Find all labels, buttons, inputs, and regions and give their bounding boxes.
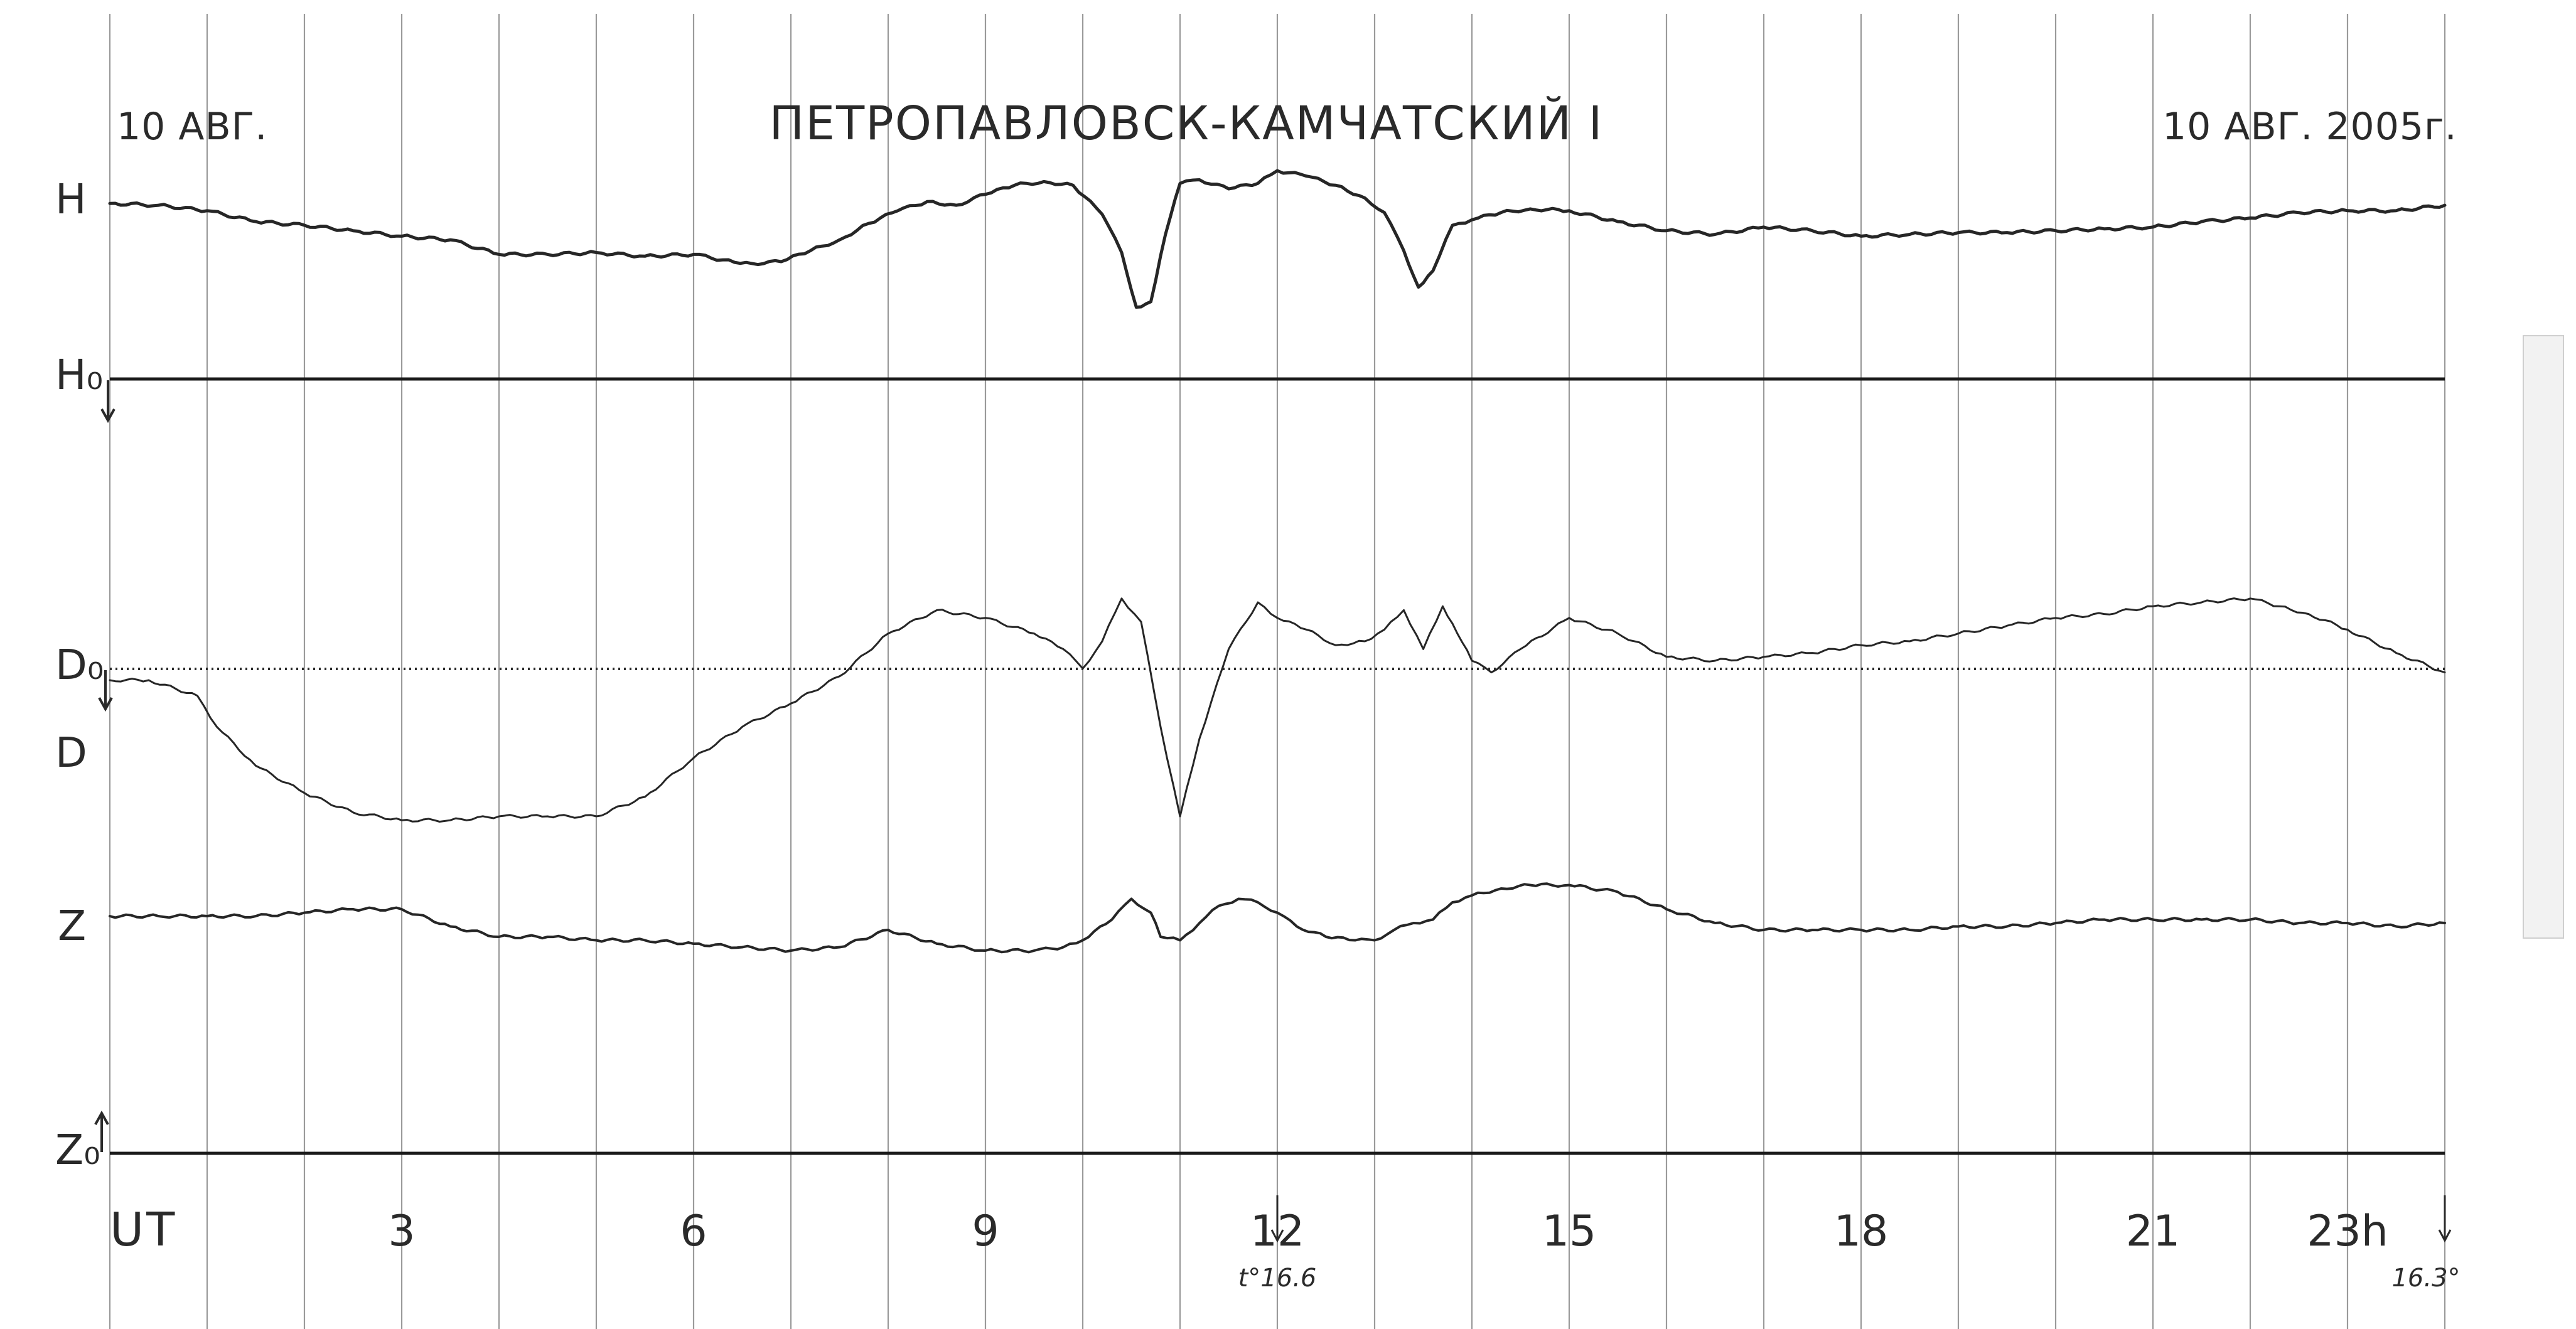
- x-tick-labels: 3 6 9 12 15 18 21 23h: [388, 1207, 2388, 1256]
- marker-arrow-icon: [1270, 1195, 1284, 1243]
- d0-arrow-icon: [98, 670, 113, 712]
- x-tick-label: 18: [1834, 1207, 1889, 1256]
- x-axis-label: UT: [110, 1203, 177, 1257]
- series-traces: [108, 169, 2447, 954]
- trace-h: [108, 169, 2447, 309]
- trace-z: [109, 882, 2446, 954]
- marker-label: t°16.6: [1238, 1264, 1317, 1293]
- label-z0: Z₀: [55, 1126, 100, 1174]
- marker-label: 16.3°: [2391, 1264, 2460, 1293]
- date-right: 10 АВГ. 2005г.: [2162, 105, 2457, 149]
- hour-gridlines: [109, 14, 2446, 1329]
- x-tick-label: 23h: [2307, 1207, 2388, 1256]
- x-tick-label: 3: [388, 1207, 415, 1256]
- trace-d: [109, 597, 2446, 823]
- x-tick-label: 6: [680, 1207, 707, 1256]
- x-tick-label: 9: [972, 1207, 999, 1256]
- label-z: Z: [58, 902, 86, 950]
- temperature-markers: t°16.6 16.3°: [1238, 1195, 2461, 1293]
- chart-title: ПЕТРОПАВЛОВСК-КАМЧАТСКИЙ I: [770, 95, 1604, 151]
- x-tick-label: 21: [2126, 1207, 2181, 1256]
- label-d: D: [55, 729, 87, 777]
- label-h0: H₀: [55, 351, 103, 399]
- h0-arrow-icon: [100, 380, 115, 424]
- date-left: 10 АВГ.: [117, 105, 267, 149]
- label-h: H: [55, 175, 87, 223]
- x-tick-label: 15: [1542, 1207, 1597, 1256]
- z0-arrow-icon: [94, 1110, 109, 1152]
- edge-strip: [2523, 335, 2564, 939]
- marker-arrow-icon: [2438, 1195, 2452, 1243]
- label-d0: D₀: [55, 641, 104, 689]
